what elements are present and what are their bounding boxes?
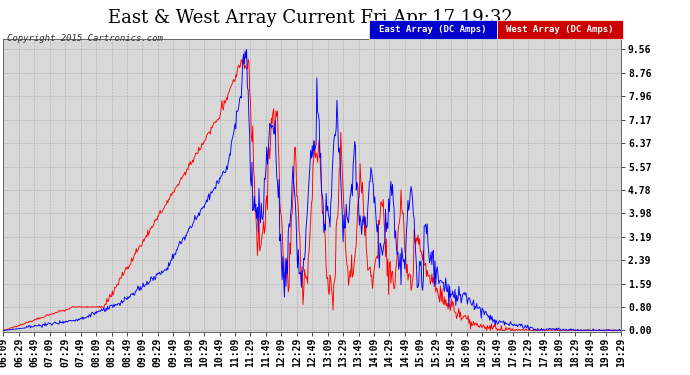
Text: East & West Array Current Fri Apr 17 19:32: East & West Array Current Fri Apr 17 19:… — [108, 9, 513, 27]
Text: Copyright 2015 Cartronics.com: Copyright 2015 Cartronics.com — [7, 34, 163, 43]
Text: West Array (DC Amps): West Array (DC Amps) — [506, 25, 613, 34]
Text: East Array (DC Amps): East Array (DC Amps) — [380, 25, 486, 34]
